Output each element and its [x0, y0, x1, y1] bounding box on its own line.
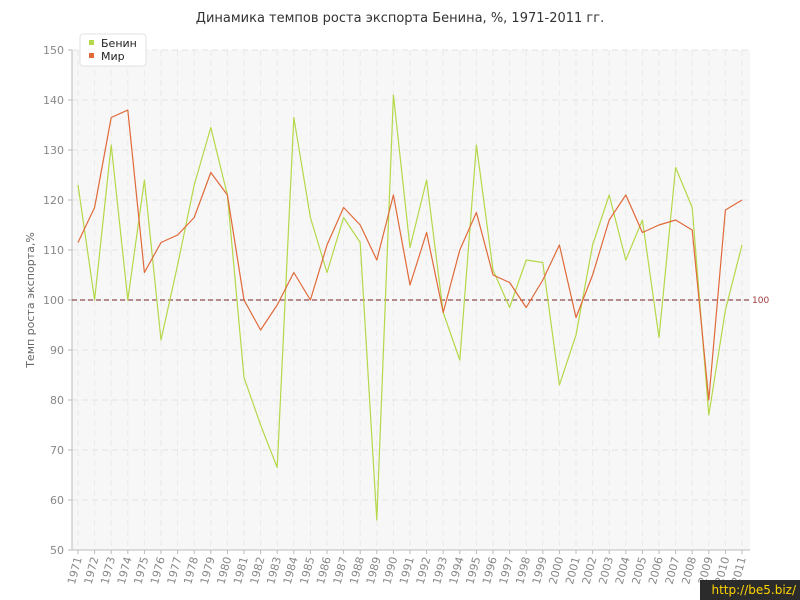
y-tick-label: 90 — [50, 344, 64, 357]
series-line-benin — [77, 94, 743, 521]
legend-swatch-world — [89, 53, 94, 58]
legend-swatch-benin — [89, 40, 94, 45]
legend-box — [79, 33, 147, 67]
y-tick-label: 50 — [50, 544, 64, 557]
series-line-world — [77, 109, 743, 401]
y-tick-label: 70 — [50, 444, 64, 457]
reference-line-group: 100 — [72, 296, 769, 306]
chart-title: Динамика темпов роста экспорта Бенина, %… — [196, 11, 604, 26]
legend-label-benin: Бенин — [101, 37, 137, 50]
watermark-link[interactable]: http://be5.biz/ — [700, 580, 800, 600]
x-axis-ticks: 1971197219731974197519761977197819791980… — [65, 550, 749, 586]
y-tick-label: 140 — [43, 94, 64, 107]
y-tick-label: 100 — [43, 294, 64, 307]
y-tick-label: 110 — [43, 244, 64, 257]
y-tick-label: 130 — [43, 144, 64, 157]
y-tick-label: 150 — [43, 44, 64, 57]
y-tick-label: 60 — [50, 494, 64, 507]
series-lines — [77, 94, 743, 521]
legend-label-world: Мир — [101, 50, 125, 63]
reference-line-label: 100 — [752, 296, 769, 306]
y-axis-label: Темп роста экспорта,% — [24, 232, 37, 369]
y-axis-ticks: 50 60 70 80 90 100 110 120 130 140 150 — [43, 44, 72, 557]
y-tick-label: 80 — [50, 394, 64, 407]
y-tick-label: 120 — [43, 194, 64, 207]
legend: Бенин Мир — [79, 33, 147, 67]
